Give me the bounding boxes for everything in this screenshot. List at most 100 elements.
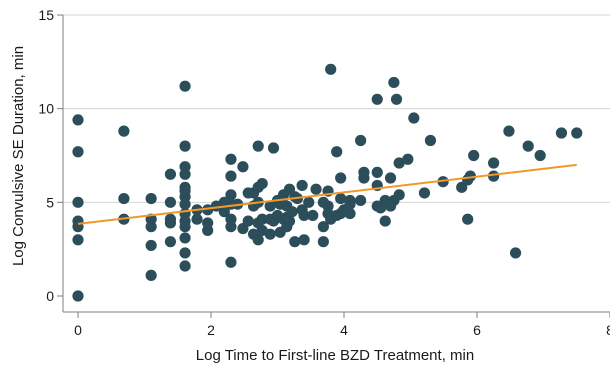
y-tick-label: 5 [46, 194, 54, 210]
data-point [179, 232, 191, 244]
data-point [418, 187, 431, 199]
data-point [164, 213, 177, 225]
data-point [335, 172, 347, 184]
data-point [384, 172, 397, 184]
data-point [164, 236, 177, 248]
data-point [164, 196, 177, 208]
data-point [456, 181, 468, 193]
data-point [335, 192, 347, 205]
data-point [534, 149, 546, 162]
data-point [191, 213, 203, 225]
data-point [358, 166, 370, 178]
data-point [286, 206, 298, 218]
data-point [72, 114, 84, 126]
data-point [468, 149, 480, 162]
data-point [344, 207, 356, 220]
data-point [464, 170, 476, 182]
data-point [355, 134, 367, 147]
data-point [289, 236, 301, 248]
data-point [264, 228, 276, 240]
data-point [72, 196, 84, 208]
data-point [242, 215, 254, 227]
data-point [298, 234, 310, 246]
data-point [522, 140, 534, 152]
data-point [331, 146, 343, 158]
data-point [371, 93, 383, 105]
data-point [237, 161, 249, 173]
x-tick-label: 0 [74, 322, 82, 338]
data-point [256, 213, 268, 225]
data-point [390, 93, 403, 105]
data-points [72, 63, 583, 302]
data-point [322, 200, 334, 212]
data-point [164, 168, 177, 180]
data-point [218, 206, 230, 218]
data-point [371, 166, 383, 178]
x-tick-label: 4 [340, 322, 348, 338]
data-point [555, 127, 568, 139]
y-tick-label: 15 [38, 7, 54, 23]
data-point [317, 221, 329, 233]
regression-line-layer [77, 163, 577, 225]
axes [57, 14, 610, 318]
data-point [252, 234, 264, 246]
data-point [179, 260, 191, 272]
data-point [256, 178, 268, 190]
data-point [225, 153, 237, 165]
data-point [179, 80, 191, 92]
tick-labels: 0 5 10 15 0 2 4 6 8 [38, 7, 610, 338]
data-point [72, 290, 84, 302]
data-point [179, 161, 191, 173]
x-tick-label: 6 [473, 322, 481, 338]
data-point [72, 146, 84, 158]
x-axis-title: Log Time to First-line BZD Treatment, mi… [196, 347, 474, 364]
data-point [179, 140, 191, 152]
data-point [225, 189, 237, 201]
y-axis-title: Log Convulsive SE Duration, min [10, 46, 27, 266]
data-point [118, 125, 130, 137]
regression-line [77, 163, 577, 225]
data-point [317, 236, 329, 248]
data-point [393, 157, 405, 169]
data-point [488, 170, 500, 182]
x-tick-label: 2 [207, 322, 215, 338]
data-point [325, 63, 337, 75]
data-point [424, 134, 437, 147]
data-point [283, 215, 296, 227]
data-point [225, 170, 237, 182]
data-point [225, 256, 237, 268]
data-point [509, 247, 522, 259]
data-point [303, 196, 315, 208]
data-point [72, 234, 84, 246]
data-point [408, 112, 420, 124]
data-point [296, 179, 308, 192]
y-tick-label: 10 [38, 101, 54, 117]
data-point [355, 194, 367, 207]
y-tick-label: 0 [46, 288, 54, 304]
data-point [310, 183, 322, 195]
data-point [118, 192, 130, 205]
data-point [179, 247, 191, 259]
data-point [202, 204, 214, 216]
data-point [252, 140, 264, 152]
data-point [437, 176, 449, 188]
data-point [298, 209, 310, 222]
data-point [72, 215, 84, 227]
data-point [388, 76, 400, 89]
data-point [145, 239, 157, 252]
data-point [393, 189, 405, 201]
data-point [462, 213, 474, 225]
data-point [488, 157, 500, 169]
x-tick-label: 8 [606, 322, 610, 338]
data-point [202, 217, 214, 229]
data-point [145, 269, 157, 281]
grid-lines [63, 14, 610, 203]
data-point [145, 192, 157, 205]
data-point [402, 153, 414, 165]
data-point [307, 209, 319, 222]
data-point [344, 194, 356, 207]
data-point [503, 125, 515, 137]
data-point [267, 142, 280, 154]
data-point [571, 127, 583, 139]
